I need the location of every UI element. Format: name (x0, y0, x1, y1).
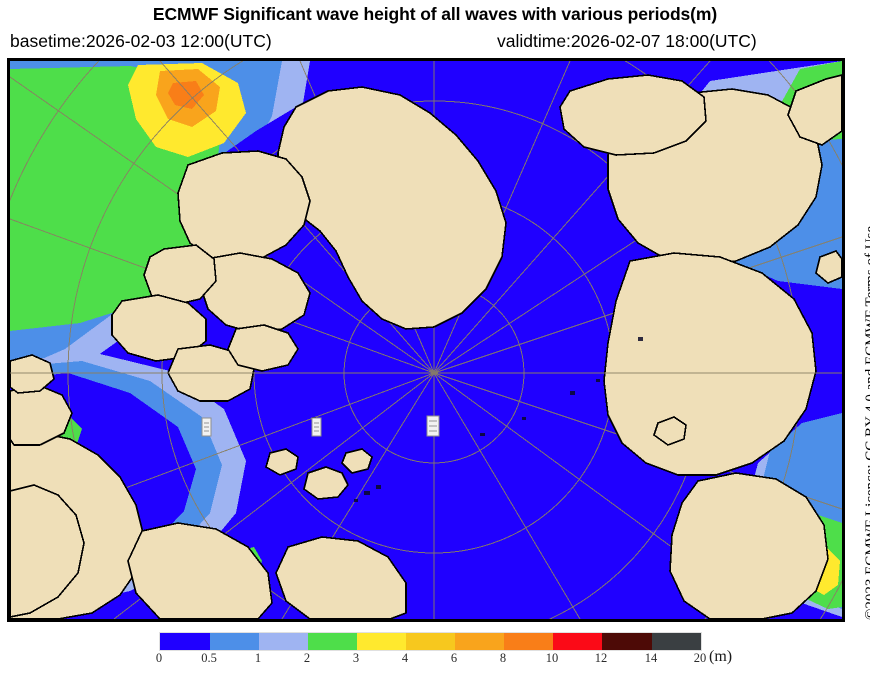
copyright-text: ©2023 ECMWF Licence: CC BY 4.0 and ECMWF… (863, 225, 870, 620)
colorbar-segment-6 (455, 633, 504, 650)
map-frame (7, 58, 845, 622)
wave-height-map[interactable] (10, 61, 842, 619)
colorbar-segment-4 (357, 633, 406, 650)
colorbar-tick-6: 6 (450, 651, 458, 665)
copyright-block: ©2023 ECMWF Licence: CC BY 4.0 and ECMWF… (846, 58, 870, 622)
colorbar-ticks: 0 0.5 1 2 3 4 6 8 10 12 14 20 (0, 651, 870, 671)
colorbar-segment-2 (259, 633, 308, 650)
colorbar-tick-8: 8 (499, 651, 507, 665)
colorbar-segment-9 (602, 633, 652, 650)
colorbar-unit-label: (m) (709, 648, 733, 665)
colorbar-tick-4: 4 (401, 651, 409, 665)
colorbar-tick-10: 10 (545, 651, 559, 665)
colorbar-legend: 0 0.5 1 2 3 4 6 8 10 12 14 20 (m) (0, 630, 870, 676)
colorbar-tick-2: 2 (303, 651, 311, 665)
colorbar-strip (159, 632, 702, 651)
basetime-label: basetime:2026-02-03 12:00(UTC) (10, 30, 272, 51)
colorbar-tick-1: 1 (254, 651, 262, 665)
colorbar-segment-7 (504, 633, 553, 650)
colorbar-segment-5 (406, 633, 455, 650)
colorbar-tick-0: 0 (155, 651, 163, 665)
validtime-label: validtime:2026-02-07 18:00(UTC) (497, 30, 757, 51)
colorbar-segment-3 (308, 633, 357, 650)
subtitle-row: basetime:2026-02-03 12:00(UTC) validtime… (0, 31, 870, 55)
colorbar-tick-3: 3 (352, 651, 360, 665)
page-title: ECMWF Significant wave height of all wav… (152, 4, 718, 24)
colorbar-tick-20: 20 (693, 651, 707, 665)
colorbar-segment-8 (553, 633, 602, 650)
colorbar-segment-10 (652, 633, 701, 650)
colorbar-tick-0.5: 0.5 (201, 651, 217, 665)
colorbar-segment-0 (160, 633, 210, 650)
colorbar-tick-14: 14 (644, 651, 658, 665)
colorbar-tick-12: 12 (594, 651, 608, 665)
title-block: ECMWF Significant wave height of all wav… (0, 0, 870, 55)
colorbar-segment-1 (210, 633, 259, 650)
